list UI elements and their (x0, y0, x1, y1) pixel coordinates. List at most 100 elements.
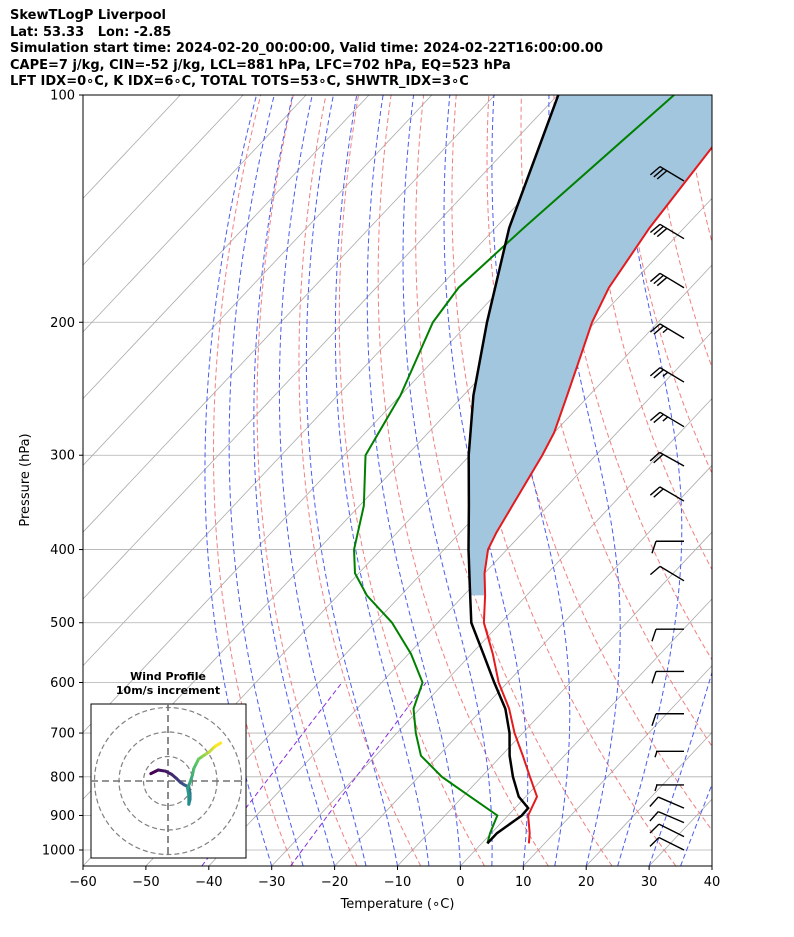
barb-full-flag (649, 823, 660, 834)
dry-adiabat (256, 95, 358, 866)
x-tick-label: −20 (321, 875, 348, 890)
parcel-path-line (467, 95, 560, 845)
dry-adiabat (586, 95, 712, 571)
wind-barb (654, 784, 684, 792)
barb-full-flag (651, 713, 657, 726)
wind-barb (651, 628, 684, 642)
x-tick-label: −50 (132, 875, 159, 890)
barb-staff (657, 810, 685, 824)
hodograph-inset (90, 703, 247, 859)
dry-adiabat (717, 95, 794, 866)
dry-adiabat (213, 95, 294, 866)
hodograph-title-block: Wind Profile 10m/s increment (90, 670, 246, 698)
moist-adiabat (491, 95, 571, 866)
barb-full-flag (649, 166, 661, 176)
barb-full-flag (656, 227, 668, 238)
dry-adiabat (651, 95, 712, 369)
barb-staff (659, 223, 685, 240)
moist-adiabats (204, 95, 712, 866)
y-tick-label: 500 (50, 616, 75, 631)
isotherm-line (334, 464, 712, 866)
isotherm-line (83, 95, 621, 667)
barb-staff (659, 565, 685, 582)
x-tick-label: −30 (258, 875, 285, 890)
barb-staff (659, 451, 685, 467)
profile-series (353, 95, 712, 845)
dry-adiabat (782, 95, 794, 866)
barb-full-flag (649, 836, 660, 847)
barb-full-flag (653, 274, 664, 285)
barb-full-flag (653, 453, 664, 464)
y-tick-label: 400 (50, 543, 75, 558)
mixing-ratio-line (201, 682, 343, 866)
barb-staff (658, 823, 685, 838)
y-tick-label: 1000 (42, 844, 75, 859)
wind-barb (651, 670, 684, 684)
wind-barb (649, 166, 685, 182)
simulation-times: Simulation start time: 2024-02-20_00:00:… (10, 41, 603, 56)
moist-adiabat (617, 95, 683, 866)
barb-full-flag (649, 796, 659, 807)
barb-staff (659, 166, 685, 182)
dry-adiabat (486, 95, 712, 831)
wind-barb (649, 272, 685, 289)
moist-adiabat (366, 95, 461, 866)
moist-adiabat (278, 95, 367, 866)
barb-full-flag (653, 488, 664, 498)
barb-full-flag (649, 323, 661, 333)
wind-barb (649, 223, 685, 240)
barb-full-flag (656, 276, 668, 287)
y-axis-ticks: 100 200 300 400 500 600 700 800 900 1000 (42, 89, 83, 859)
moist-adiabat (204, 95, 273, 866)
station-title: SkewTLogP Liverpool (10, 8, 166, 23)
wind-barb (649, 810, 685, 824)
cape-area (468, 95, 712, 596)
wind-barb (649, 796, 685, 809)
wind-barb (649, 411, 685, 428)
barb-full-flag (649, 565, 661, 576)
barb-full-flag (653, 413, 664, 424)
wind-barb (649, 451, 685, 467)
y-tick-label: 300 (50, 449, 75, 464)
wind-barb (649, 823, 685, 838)
dry-adiabat (683, 95, 712, 245)
wind-barb (651, 540, 684, 554)
barb-full-flag (649, 223, 661, 234)
isotherm-line (397, 531, 712, 866)
barb-half-flag (662, 416, 669, 422)
x-tick-label: 10 (515, 875, 532, 890)
barb-full-flag (651, 671, 657, 684)
barb-staff (657, 796, 685, 809)
isotherm-line (523, 665, 712, 866)
moist-adiabat (228, 95, 304, 866)
x-tick-label: 20 (578, 875, 595, 890)
dry-adiabat (451, 95, 677, 866)
y-tick-label: 900 (50, 809, 75, 824)
barb-full-flag (651, 628, 657, 642)
barb-staff (659, 486, 685, 502)
dewpoint-line (353, 95, 675, 844)
dry-adiabat (298, 95, 422, 866)
barb-half-flag (654, 784, 658, 792)
y-axis-label: Pressure (hPa) (18, 433, 33, 526)
x-tick-label: −60 (69, 875, 96, 890)
x-axis-ticks: −60 −50 −40 −30 −20 −10 0 10 20 30 40 (69, 866, 720, 890)
moist-adiabat (334, 95, 430, 866)
barb-staff (658, 836, 685, 851)
moist-adiabat (305, 95, 398, 866)
y-tick-label: 200 (50, 316, 75, 331)
y-tick-label: 100 (50, 89, 75, 104)
y-tick-label: 800 (50, 770, 75, 785)
isotherm-line (83, 95, 558, 600)
wind-barb (649, 836, 685, 851)
isotherm-line (83, 95, 307, 333)
barb-full-flag (649, 367, 661, 377)
barb-full-flag (649, 486, 661, 496)
wind-barbs (649, 166, 685, 851)
barb-full-flag (653, 325, 664, 335)
cape-cin-levels: CAPE=7 j/kg, CIN=-52 j/kg, LCL=881 hPa, … (10, 57, 511, 73)
mixing-ratio-lines (201, 682, 427, 866)
isotherm-line (83, 95, 496, 533)
barb-half-flag (654, 751, 658, 758)
